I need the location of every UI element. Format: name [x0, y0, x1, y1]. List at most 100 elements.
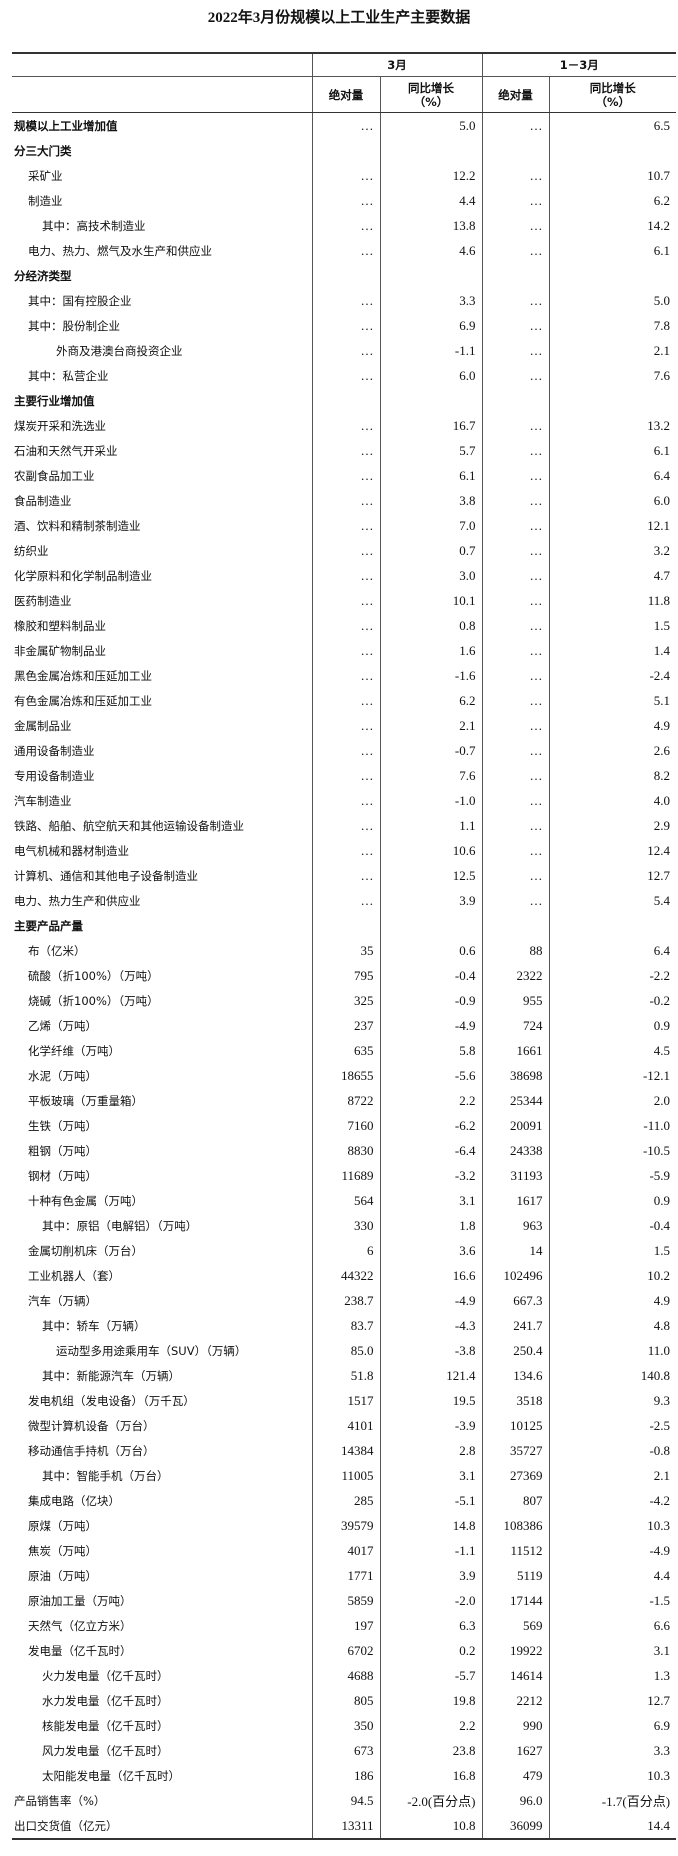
value-cell: 5.8	[379, 1038, 483, 1063]
row-label: 其中：国有控股企业	[28, 293, 132, 308]
value-cell	[311, 138, 380, 163]
value-cell: 10125	[481, 1413, 550, 1438]
value-cell: 4.4	[548, 1563, 677, 1588]
column-label: 绝对量	[311, 76, 380, 113]
value-cell: …	[481, 112, 550, 138]
value-cell: 7.6	[379, 763, 483, 788]
value-cell	[481, 263, 550, 288]
value-cell: 19.5	[379, 1388, 483, 1413]
table-row: 其中：私营企业… 6.0… 7.6	[12, 363, 677, 388]
value-cell: -1.7(百分点)	[548, 1788, 677, 1813]
value-cell: 4.7	[548, 563, 677, 588]
value-cell: 3.3	[548, 1738, 677, 1763]
section-label: 主要产品产量	[14, 918, 83, 933]
value-cell: 2.6	[548, 738, 677, 763]
value-cell: 12.1	[548, 513, 677, 538]
value-cell: 88	[481, 938, 550, 963]
value-cell: 96.0	[481, 1788, 550, 1813]
value-cell: 12.7	[548, 1688, 677, 1713]
value-cell: …	[481, 813, 550, 838]
table-row: 钢材（万吨） 11689 -3.2 31193 -5.9	[12, 1163, 677, 1188]
row-label: 出口交货值（亿元）	[12, 1813, 312, 1840]
value-cell: 24338	[481, 1138, 550, 1163]
value-cell: 10.8	[379, 1813, 483, 1840]
value-cell: …	[481, 463, 550, 488]
corner	[12, 52, 312, 77]
table-row: 原煤（万吨） 39579 14.8 108386 10.3	[12, 1513, 677, 1538]
value-cell: -0.8	[548, 1438, 677, 1463]
value-cell: 5.1	[548, 688, 677, 713]
value-cell: 5.0	[379, 112, 483, 138]
row-label: 原油（万吨）	[28, 1568, 97, 1583]
value-cell: 134.6	[481, 1363, 550, 1388]
value-cell: 13.2	[548, 413, 677, 438]
value-cell: 85.0	[311, 1338, 380, 1363]
table-row: 其中：新能源汽车（万辆） 51.8 121.4 134.6 140.8	[12, 1363, 677, 1388]
value-cell: 16.8	[379, 1763, 483, 1788]
value-cell: -2.0(百分点)	[379, 1788, 483, 1813]
value-cell: 0.9	[548, 1188, 677, 1213]
value-cell: 4.4	[379, 188, 483, 213]
value-cell: 19922	[481, 1638, 550, 1663]
value-cell: …	[481, 338, 550, 363]
table-row: 水泥（万吨） 18655 -5.6 38698 -12.1	[12, 1063, 677, 1088]
table-row: 有色金属冶炼和压延加工业… 6.2… 5.1	[12, 688, 677, 713]
value-cell: …	[311, 538, 380, 563]
row-label: 其中：轿车（万辆）	[42, 1318, 146, 1333]
value-cell: 5119	[481, 1563, 550, 1588]
value-cell: …	[311, 238, 380, 263]
row-label: 其中：原铝（电解铝）（万吨）	[42, 1218, 198, 1233]
value-cell: …	[481, 738, 550, 763]
value-cell: 4017	[311, 1538, 380, 1563]
value-cell: 108386	[481, 1513, 550, 1538]
value-cell: -0.4	[548, 1213, 677, 1238]
section-label: 分经济类型	[14, 268, 72, 283]
value-cell: …	[311, 613, 380, 638]
value-cell: 667.3	[481, 1288, 550, 1313]
row-label: 医药制造业	[14, 593, 72, 608]
value-cell: 17144	[481, 1588, 550, 1613]
value-cell: 10.2	[548, 1263, 677, 1288]
value-cell: 10.3	[548, 1513, 677, 1538]
value-cell: …	[311, 763, 380, 788]
value-cell: …	[311, 413, 380, 438]
value-cell: 197	[311, 1613, 380, 1638]
value-cell: 795	[311, 963, 380, 988]
row-label: 烧碱（折100%）（万吨）	[28, 993, 159, 1008]
row-label: 化学纤维（万吨）	[28, 1043, 120, 1058]
row-label: 其中：股份制企业	[28, 318, 120, 333]
value-cell: …	[311, 513, 380, 538]
value-cell: -3.9	[379, 1413, 483, 1438]
table-row: 制造业… 4.4… 6.2	[12, 188, 677, 213]
value-cell: 3.9	[379, 888, 483, 913]
value-cell: 4.5	[548, 1038, 677, 1063]
row-label: 金属切削机床（万台）	[28, 1243, 143, 1258]
value-cell: 10.7	[548, 163, 677, 188]
row-label: 十种有色金属（万吨）	[28, 1193, 143, 1208]
value-cell: 805	[311, 1688, 380, 1713]
row-label: 集成电路（亿块）	[28, 1493, 120, 1508]
row-label: 运动型多用途乘用车（SUV）（万辆）	[56, 1343, 247, 1358]
value-cell	[481, 913, 550, 938]
value-cell: 4688	[311, 1663, 380, 1688]
row-label: 通用设备制造业	[14, 743, 95, 758]
value-cell: …	[311, 438, 380, 463]
value-cell	[379, 913, 483, 938]
value-cell: …	[481, 188, 550, 213]
value-cell: 102496	[481, 1263, 550, 1288]
value-cell: -11.0	[548, 1113, 677, 1138]
row-label: 布（亿米）	[28, 943, 86, 958]
value-cell: -6.2	[379, 1113, 483, 1138]
value-cell: …	[311, 688, 380, 713]
row-label: 外商及港澳台商投资企业	[56, 343, 183, 358]
value-cell: 11.8	[548, 588, 677, 613]
value-cell: …	[481, 663, 550, 688]
value-cell: …	[481, 613, 550, 638]
table-row: 其中：高技术制造业… 13.8… 14.2	[12, 213, 677, 238]
row-label: 电气机械和器材制造业	[14, 843, 129, 858]
title: 2022年3月份规模以上工业生产主要数据	[207, 10, 471, 26]
value-cell: 6.0	[379, 363, 483, 388]
table-row: 原油（万吨） 1771 3.9 5119 4.4	[12, 1563, 677, 1588]
table-row: 主要产品产量	[12, 913, 677, 938]
value-cell: …	[481, 563, 550, 588]
